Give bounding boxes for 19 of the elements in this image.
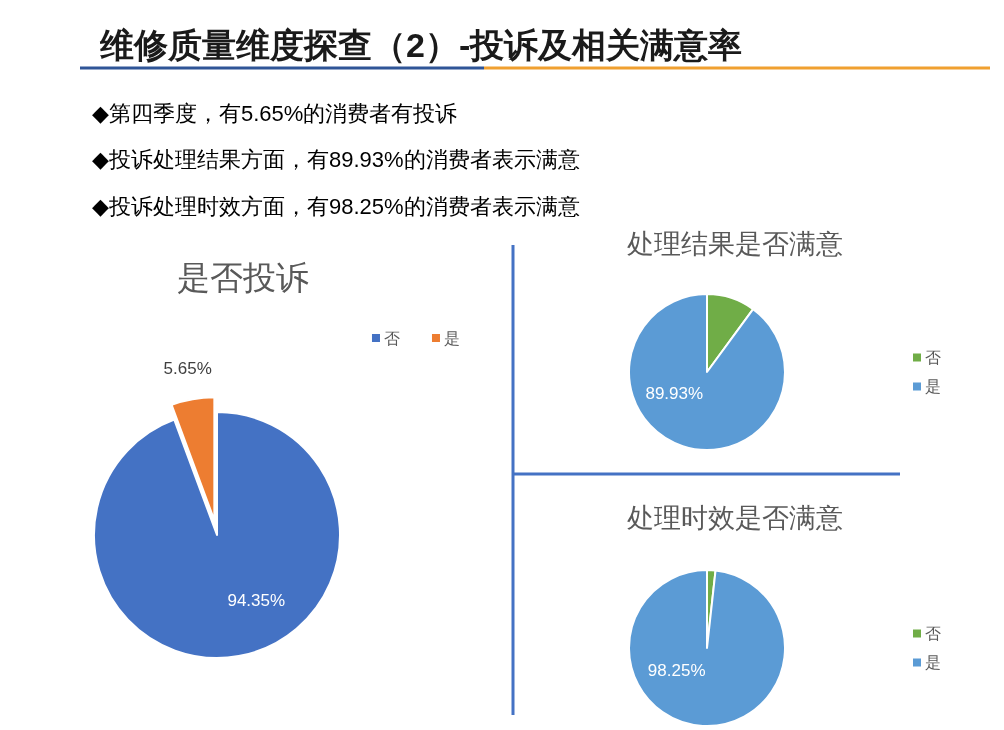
pie-slice (628, 293, 786, 451)
data-label: 89.93% (645, 383, 704, 403)
data-label: 98.25% (647, 660, 706, 680)
legend-label: 否 (925, 625, 941, 642)
pie-slice (628, 569, 786, 727)
text: 维修质量维度探查（2）-投诉及相关满意率 (99, 26, 743, 64)
legend-label: 否 (925, 349, 941, 366)
chart-title: 是否投诉 (177, 259, 309, 296)
legend-label: 是 (443, 329, 460, 347)
legend-label: 是 (925, 378, 941, 395)
data-label: 5.65% (163, 359, 212, 379)
data-label: 94.35% (227, 590, 286, 610)
legend-label: 是 (925, 654, 941, 671)
text: ◆第四季度，有5.65%的消费者有投诉 (92, 100, 458, 126)
text: ◆投诉处理时效方面，有98.25%的消费者表示满意 (92, 193, 580, 219)
legend-label: 否 (383, 329, 400, 347)
chart-title: 处理结果是否满意 (627, 229, 843, 259)
chart-title: 处理时效是否满意 (627, 503, 843, 533)
text: ◆投诉处理结果方面，有89.93%的消费者表示满意 (92, 147, 580, 172)
